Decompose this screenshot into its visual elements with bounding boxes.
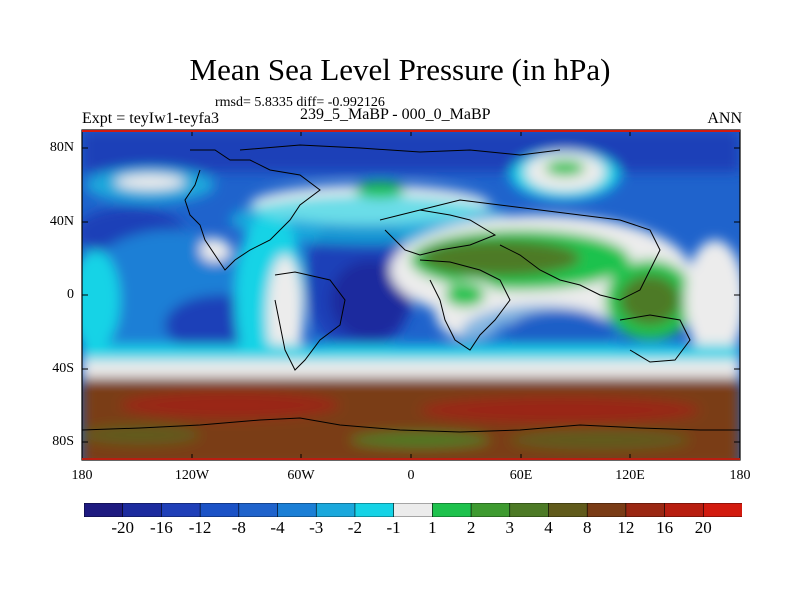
arctic-green (545, 160, 585, 176)
colorbar-swatch (122, 503, 163, 517)
colorbar-swatch (354, 503, 395, 517)
asia-olive (620, 275, 680, 325)
season-label: ANN (707, 110, 742, 127)
colorbar-swatch (161, 503, 201, 517)
colorbar-swatch (393, 503, 434, 517)
colorbar-swatch (199, 503, 240, 517)
eurasia-olive (420, 240, 580, 276)
colorbar-swatch (586, 503, 627, 517)
colorbar-label: 8 (582, 518, 592, 537)
lat-label-0: 0 (67, 287, 74, 302)
coastline-europe (379, 209, 497, 256)
colorbar-swatch (277, 503, 318, 517)
lon-label-60e: 60E (509, 468, 533, 483)
colorbar-swatch (664, 503, 705, 517)
lon-label-180w: 180 (71, 468, 93, 483)
colorbar-swatch (238, 503, 279, 517)
colorbar-label: -12 (188, 518, 212, 537)
sh-olive-3 (350, 432, 490, 448)
npacific-white (115, 174, 185, 190)
lon-label-180e: 180 (729, 468, 751, 483)
colorbar-label: -1 (386, 518, 401, 537)
so-white (82, 360, 740, 378)
sh-olive-1 (82, 425, 200, 445)
colorbar (84, 503, 742, 517)
sh-olive-2 (510, 430, 690, 450)
lon-label-120w: 120W (174, 468, 210, 483)
colorbar-swatch (625, 503, 666, 517)
colorbar-label: -16 (150, 518, 173, 537)
lon-label-60w: 60W (287, 468, 315, 483)
colorbar-label: -2 (347, 518, 362, 537)
colorbar-swatch (84, 503, 124, 517)
colorbar-label: 20 (694, 518, 712, 537)
coastline-arctic (239, 144, 561, 156)
colorbar-label: -4 (270, 518, 285, 537)
colorbar-swatch (432, 503, 472, 517)
colorbar-swatch (509, 503, 550, 517)
coastline-asia (419, 199, 661, 301)
lat-label-40n: 40N (49, 214, 74, 229)
lat-label-40s: 40S (52, 361, 74, 376)
lon-label-120e: 120E (615, 468, 645, 483)
colorbar-label: -3 (309, 518, 324, 537)
africa-green (445, 283, 485, 307)
colorbar-swatch (315, 503, 356, 517)
colorbar-label: -20 (111, 518, 135, 537)
case-label: 239_5_MaBP - 000_0_MaBP (300, 106, 491, 123)
namerica-white (200, 238, 230, 262)
stats-line: rmsd= 5.8335 diff= -0.992126 (215, 95, 385, 110)
colorbar-label: 1 (428, 518, 437, 537)
colorbar-label: -8 (231, 518, 246, 537)
pacific-east-white (685, 240, 740, 360)
coastline-namerica (184, 149, 321, 271)
coastline-africa (419, 259, 511, 351)
colorbar-label: 4 (544, 518, 553, 537)
lat-label-80s: 80S (52, 434, 74, 449)
sh-core-2 (420, 396, 700, 424)
colorbar-label: 2 (466, 518, 476, 537)
colorbar-swatch (548, 503, 588, 517)
sh-core-1 (120, 391, 340, 419)
coastline-antarctica (82, 417, 740, 433)
lat-label-80n: 80N (49, 140, 74, 155)
nh-green (355, 182, 405, 198)
colorbar-label: 12 (617, 518, 635, 537)
lon-label-0: 0 (407, 468, 415, 483)
chart-title: Mean Sea Level Pressure (in hPa) (189, 52, 611, 87)
pacific-west-cyan (82, 250, 120, 350)
coastline-australia (619, 314, 691, 363)
experiment-label: Expt = teyIw1-teyfa3 (82, 110, 219, 127)
colorbar-label: 16 (656, 518, 674, 537)
coastline-samerica (274, 271, 346, 371)
colorbar-swatch (702, 503, 742, 517)
colorbar-swatch (470, 503, 511, 517)
colorbar-label: 3 (505, 518, 515, 537)
atlantic-core (330, 260, 410, 340)
